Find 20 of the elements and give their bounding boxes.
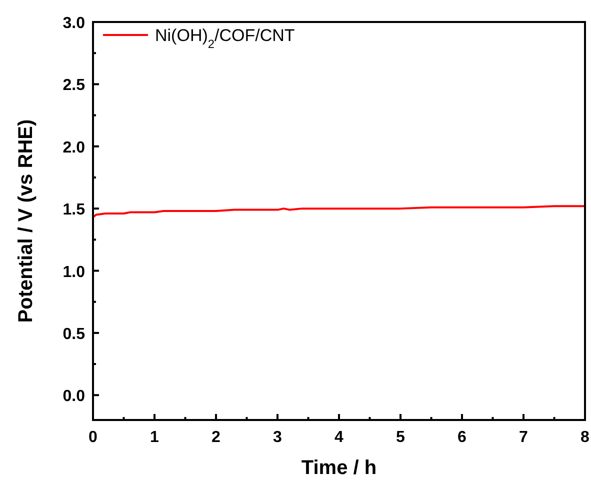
x-tick-label: 1 [150, 429, 160, 446]
x-tick-label: 3 [273, 429, 282, 446]
y-tick-label: 2.0 [62, 139, 86, 156]
x-tick-label: 6 [458, 429, 467, 446]
x-axis-title: Time / h [301, 457, 377, 479]
x-tick-label: 0 [88, 429, 98, 446]
x-tick-label: 4 [334, 429, 344, 446]
y-tick-label: 3.0 [62, 15, 86, 32]
line-series [92, 205, 586, 218]
y-tick-label: 2.5 [62, 77, 86, 94]
legend-label: Ni(OH)$_{2}$/COF/CNT [155, 26, 295, 51]
y-axis-title: Potential / V (vs RHE) [15, 119, 37, 323]
y-tick-label: 0.0 [62, 388, 86, 406]
x-tick-label: 2 [212, 429, 221, 446]
x-tick-label: 7 [519, 429, 528, 446]
y-tick-label: 1.5 [62, 202, 86, 219]
x-tick-label: 8 [580, 429, 590, 446]
x-tick-label: 5 [396, 429, 406, 446]
y-tick-label: 0.5 [62, 326, 86, 343]
y-tick-label: 1.0 [62, 264, 86, 281]
